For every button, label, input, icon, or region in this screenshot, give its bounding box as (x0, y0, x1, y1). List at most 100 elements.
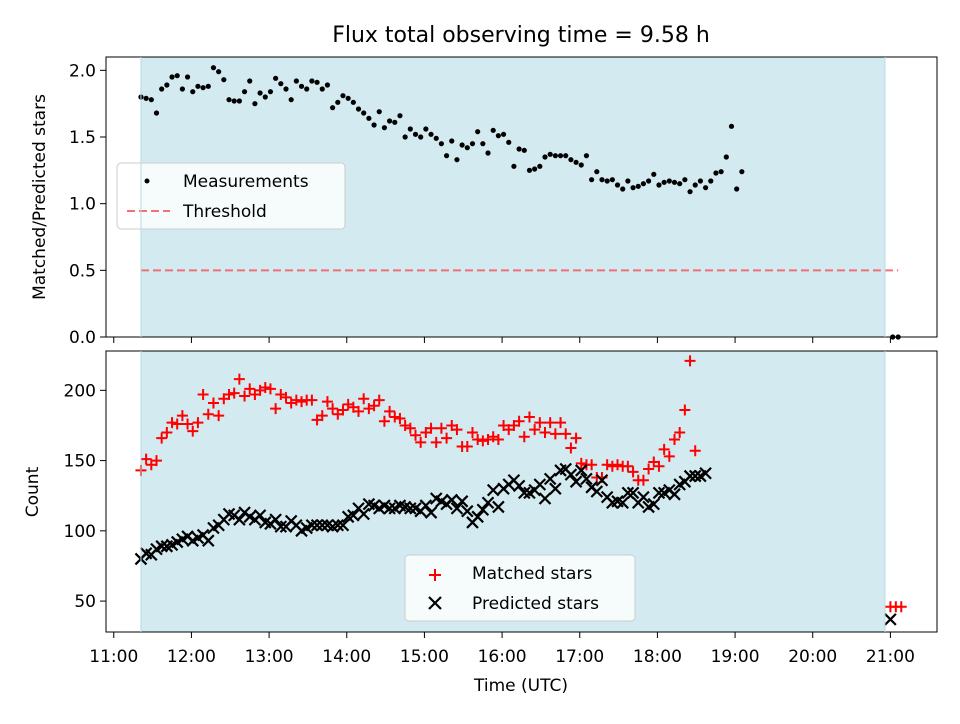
matched-star-point (461, 441, 473, 453)
predicted-star-point (637, 490, 650, 504)
measurement-point (226, 97, 232, 103)
matched-star-point (384, 405, 396, 417)
measurement-point (723, 154, 729, 160)
predicted-star-point (647, 497, 661, 511)
matched-star-point (895, 601, 907, 613)
measurement-point (589, 177, 595, 183)
measurement-point (340, 93, 346, 99)
x-tick-label: 11:00 (89, 647, 138, 667)
predicted-star-point (347, 509, 360, 522)
matched-star-point (373, 394, 385, 406)
measurement-point (195, 83, 201, 89)
matched-star-point (492, 434, 504, 446)
matched-star-point (337, 404, 349, 416)
measurement-point (599, 177, 605, 183)
predicted-star-point (476, 503, 490, 517)
measurement-point (236, 98, 242, 104)
measurement-point (293, 78, 299, 84)
matched-star-point (213, 410, 225, 422)
matched-star-point (523, 411, 535, 423)
y-tick-label: 1.0 (69, 195, 96, 215)
measurement-point (563, 153, 569, 159)
measurement-point (407, 126, 413, 132)
matched-star-point (192, 417, 204, 429)
measurement-point (734, 186, 740, 192)
matched-star-point (161, 426, 173, 438)
x-axis-time: 11:00 12:00 13:00 14:00 15:00 16:00 17:00 18:00… (89, 632, 915, 667)
matched-star-point (358, 393, 370, 405)
measurement-point (304, 86, 310, 92)
predicted-star-point (455, 495, 469, 508)
matched-star-point (430, 436, 442, 448)
measurement-point (324, 82, 331, 88)
measurement-point (532, 166, 538, 172)
measurement-point (216, 69, 222, 75)
measurement-point (371, 122, 377, 128)
measurement-point (164, 82, 170, 88)
matched-star-point (176, 410, 188, 422)
x-tick-label: 21:00 (866, 647, 915, 667)
matched-star-point (197, 389, 209, 401)
y-tick-label: 1.5 (69, 128, 96, 148)
matched-star-point (415, 436, 427, 448)
matched-star-point (207, 397, 219, 409)
measurement-point (159, 86, 165, 92)
predicted-star-point (512, 479, 526, 493)
y-tick-label: 2.0 (69, 61, 96, 81)
measurement-point (635, 183, 641, 189)
measurement-point (568, 157, 574, 163)
measurement-point (490, 127, 496, 133)
measurement-point (480, 141, 486, 147)
matched-star-point (560, 428, 572, 440)
matched-star-point (368, 400, 380, 412)
measurement-point (697, 178, 704, 184)
matched-star-point (586, 459, 598, 471)
measurement-point (418, 134, 424, 140)
predicted-star-point (884, 613, 897, 626)
measurement-point (221, 77, 227, 83)
predicted-star-point (621, 486, 635, 500)
matched-star-point (606, 460, 618, 472)
measurement-point (381, 125, 388, 131)
y-tick-label: 50 (74, 592, 96, 612)
y-tick-label: 0.0 (69, 328, 96, 348)
matched-star-point (264, 383, 276, 395)
chart-title: Flux total observing time = 9.58 h (332, 23, 710, 48)
matched-star-point (555, 417, 567, 429)
measurement-point (547, 151, 553, 157)
matched-star-point (259, 382, 271, 394)
predicted-star-point (549, 482, 562, 495)
predicted-star-point (580, 472, 593, 486)
predicted-star-point (518, 486, 531, 500)
legend-measurements-label: Measurements (183, 172, 309, 192)
measurement-point (485, 150, 491, 156)
measurement-point (231, 98, 237, 104)
x-axis-label: Time (UTC) (473, 676, 568, 696)
measurement-point (651, 171, 657, 177)
measurement-point (205, 83, 211, 89)
measurement-point (469, 141, 476, 147)
measurement-point (262, 94, 268, 100)
x-tick-label: 19:00 (711, 647, 760, 667)
x-tick-label: 14:00 (322, 647, 371, 667)
measurement-point (557, 153, 564, 159)
predicted-star-point (683, 469, 697, 483)
predicted-star-point (450, 502, 464, 515)
legend-predicted-label: Predicted stars (472, 594, 599, 614)
y-tick-label: 200 (64, 381, 96, 401)
measurement-point (174, 73, 180, 79)
matched-star-point (404, 422, 416, 434)
matched-star-point (653, 460, 665, 472)
measurement-point (656, 182, 662, 188)
matched-star-point (466, 426, 478, 438)
matched-star-point (389, 411, 401, 423)
x-tick-label: 15:00 (400, 647, 449, 667)
matched-star-point (425, 422, 437, 434)
predicted-star-point (331, 518, 345, 532)
measurement-point (278, 81, 284, 87)
measurement-point (190, 89, 196, 95)
measurement-point (386, 118, 393, 124)
measurement-point (361, 110, 367, 116)
matched-star-point (658, 443, 670, 455)
